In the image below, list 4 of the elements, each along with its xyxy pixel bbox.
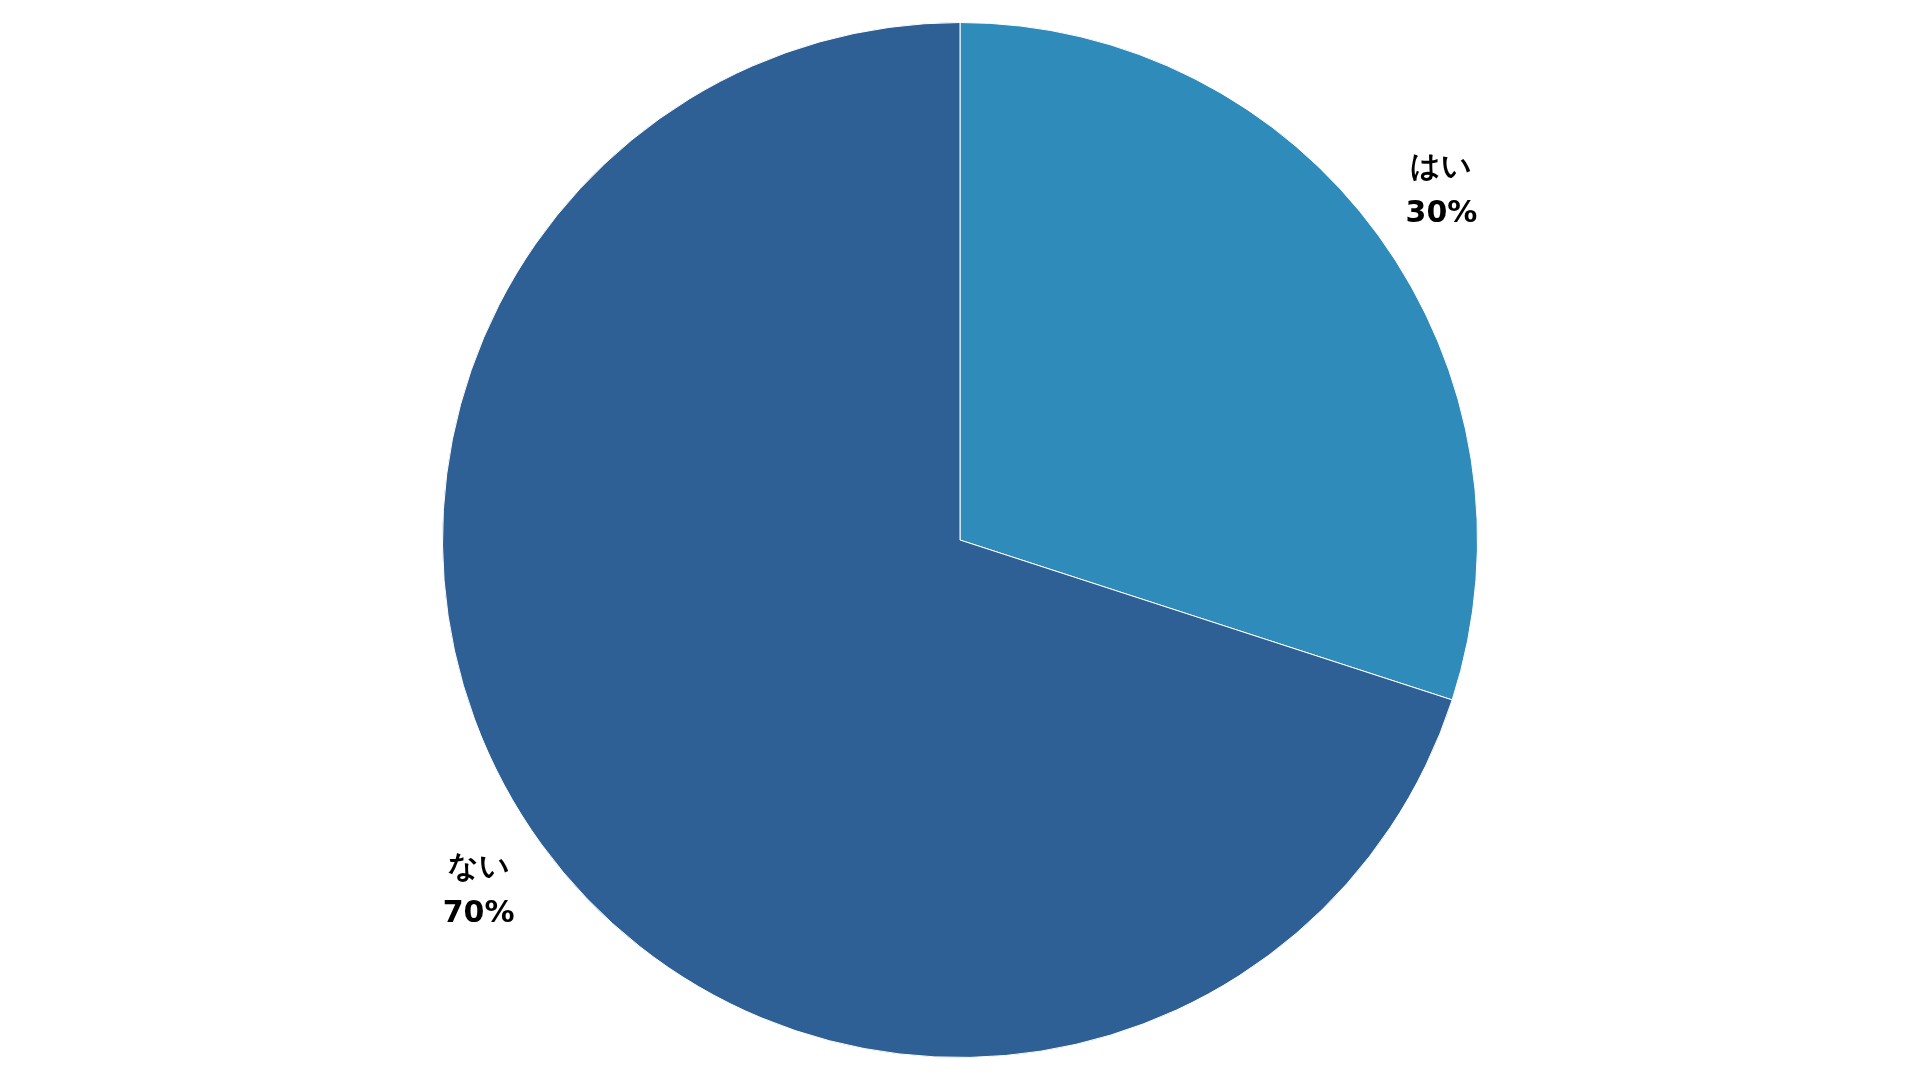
data-label: 30% <box>1405 193 1478 229</box>
slice-label: ない <box>447 847 510 883</box>
data-label: 70% <box>442 893 515 929</box>
slice-label: はい <box>1410 147 1473 183</box>
